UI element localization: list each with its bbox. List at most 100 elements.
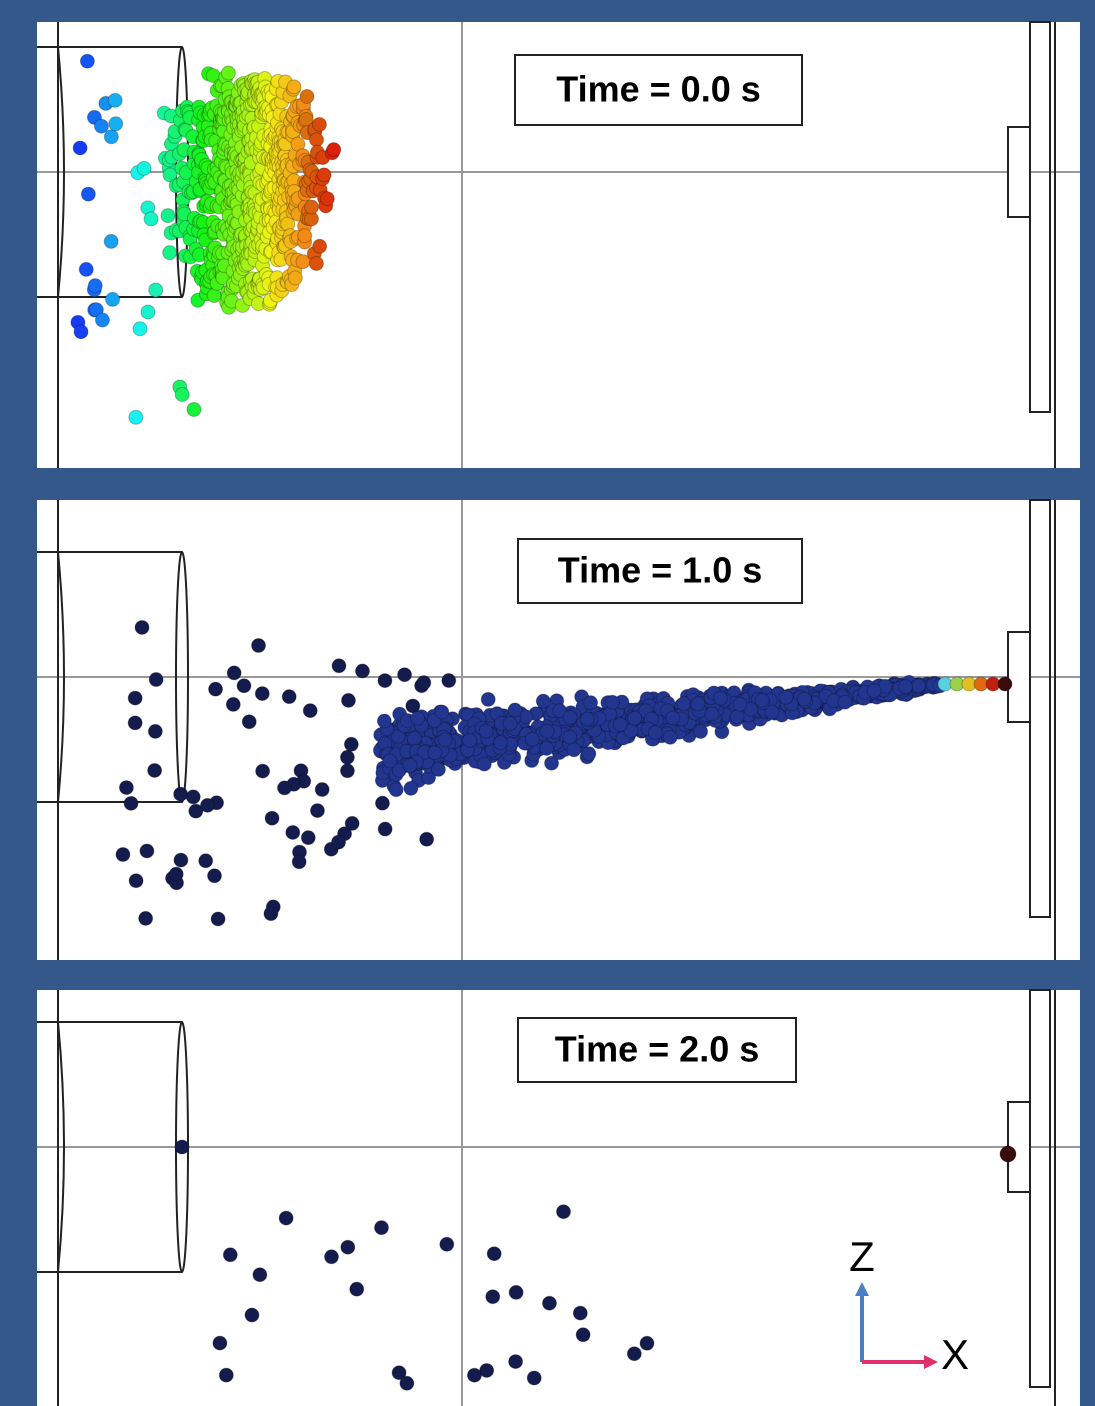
particle (910, 678, 926, 694)
particle (103, 129, 119, 145)
particle (575, 1327, 591, 1343)
particle (612, 717, 628, 733)
particle (524, 731, 540, 747)
particle (134, 619, 150, 635)
particle (173, 786, 189, 802)
particle (331, 658, 347, 674)
particle (541, 1295, 557, 1311)
particle (507, 702, 523, 718)
time-box (517, 1017, 797, 1083)
target-wall (1007, 499, 1056, 960)
particle (388, 782, 404, 798)
particle (626, 1346, 642, 1362)
x-label: X (941, 1331, 969, 1378)
particle (427, 745, 443, 761)
particle (349, 1281, 365, 1297)
axis-indicator: Z X (849, 1233, 969, 1378)
particle (143, 211, 159, 227)
particle (583, 695, 599, 711)
particle (627, 710, 643, 726)
particle (309, 803, 325, 819)
particle (241, 714, 257, 730)
particle (581, 746, 597, 762)
particle (123, 795, 139, 811)
particle (314, 782, 330, 798)
z-label: Z (849, 1233, 875, 1280)
target-wall (1007, 989, 1056, 1406)
cylinder (37, 551, 189, 803)
particle (493, 735, 509, 751)
particle (796, 691, 812, 707)
particle (72, 140, 88, 156)
particle (148, 282, 164, 298)
particle (147, 723, 163, 739)
particle (222, 1247, 238, 1263)
particle (562, 729, 578, 745)
particle (94, 312, 110, 328)
x-arrow-head (924, 1355, 938, 1369)
particle (866, 683, 882, 699)
target-block (1007, 631, 1031, 723)
particle (207, 868, 223, 884)
particle (693, 724, 709, 740)
panels: Time = 0.0 s Time = 1.0 s Time = 2.0 s (37, 21, 1080, 1406)
particle (437, 732, 453, 748)
time-label: Time = 0.0 s (556, 69, 760, 110)
particle (107, 92, 123, 108)
particle (218, 1367, 234, 1383)
particle (136, 160, 152, 176)
particle (309, 132, 325, 148)
particle (344, 815, 360, 831)
particle (138, 910, 154, 926)
cylinder-end (175, 551, 189, 803)
particle (236, 678, 252, 694)
particle (78, 261, 94, 277)
particle (208, 681, 224, 697)
particle (127, 690, 143, 706)
particle (343, 736, 359, 752)
particle (566, 742, 582, 758)
particle (300, 830, 316, 846)
particle (676, 696, 692, 712)
particle (764, 704, 780, 720)
particle (140, 304, 156, 320)
particle (139, 843, 155, 859)
particle (377, 821, 393, 837)
panel: Time = 2.0 s (37, 989, 1080, 1406)
particle (297, 228, 313, 244)
particle (168, 866, 184, 882)
particle (200, 797, 216, 813)
particle (319, 191, 335, 207)
particle (539, 740, 555, 756)
cylinder-start (57, 46, 65, 298)
particle (285, 824, 301, 840)
particle (186, 401, 202, 417)
particle (754, 692, 770, 708)
particle (391, 1365, 407, 1381)
particle (212, 1335, 228, 1351)
particle (478, 723, 494, 739)
particle (323, 1249, 339, 1265)
particle (316, 167, 332, 183)
particle (252, 1267, 268, 1283)
particle (416, 675, 432, 691)
particle (108, 116, 124, 132)
particle (312, 238, 328, 254)
particle (665, 710, 681, 726)
time-label: Time = 1.0 s (558, 550, 762, 591)
particle (291, 854, 307, 870)
particle (354, 663, 370, 679)
particle (466, 1367, 482, 1383)
particle (148, 672, 164, 688)
particle (434, 704, 450, 720)
particle (403, 780, 419, 796)
particle (340, 692, 356, 708)
particle (162, 167, 178, 183)
particle (115, 847, 131, 863)
particle (732, 696, 748, 712)
particle (439, 1236, 455, 1252)
cylinder-start (57, 551, 65, 803)
particle (579, 711, 595, 727)
